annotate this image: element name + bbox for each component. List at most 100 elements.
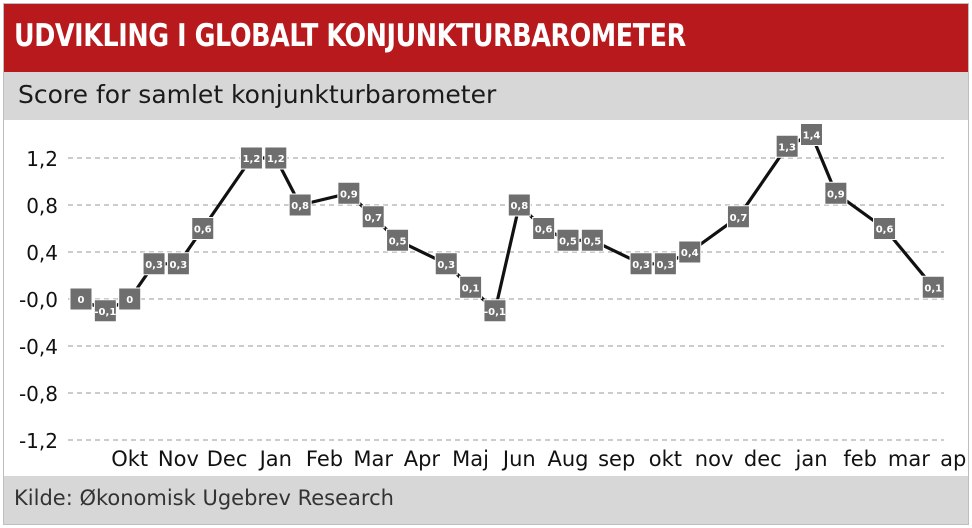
data-marker (264, 146, 288, 170)
data-label: 0,7 (730, 213, 748, 224)
data-point: 1,2 (239, 146, 263, 170)
data-marker (653, 252, 677, 276)
data-label: 0,9 (340, 189, 358, 200)
subtitle-band: Score for samlet konjunkturbarometer (4, 72, 968, 120)
series-line (80, 132, 935, 313)
x-tick-label: Jun (501, 447, 536, 471)
line-chart: 1,2 0,8 0,4 -0,0 -0,4 -0,8 -1,2 Okt Nov Dec Jan Feb… (19, 123, 968, 471)
x-axis: Okt Nov Dec Jan Feb Mar Apr Maj Jun Aug sep okt nov d… (111, 447, 968, 471)
x-tick-label: dec (744, 447, 782, 471)
data-point: 0 (118, 287, 142, 311)
data-label: 0,3 (145, 260, 163, 271)
data-marker (556, 228, 580, 252)
chart-title: UDVIKLING I GLOBALT KONJUNKTURBAROMETER (14, 18, 686, 54)
data-marker (726, 205, 750, 229)
data-label: 0,3 (632, 260, 650, 271)
data-marker (239, 146, 263, 170)
source-note: Kilde: Økonomisk Ugebrev Research (14, 486, 394, 510)
data-label: 0,3 (657, 260, 675, 271)
data-markers: 0 -0,1 0 0,3 0,3 0,6 1,2 1,2 0,8 0,9 0,7 0,5 0,3 0,1 -… (69, 123, 945, 323)
x-tick-label: Okt (111, 447, 148, 471)
data-point: 0,1 (459, 275, 483, 299)
data-label: 0,8 (510, 201, 528, 212)
data-marker (288, 193, 312, 217)
data-point: 0,7 (726, 205, 750, 229)
x-tick-label: jan (794, 447, 827, 471)
title-banner: UDVIKLING I GLOBALT KONJUNKTURBAROMETER (4, 4, 968, 72)
data-point: 0,6 (532, 217, 556, 240)
data-marker (69, 287, 93, 311)
data-label: 0 (126, 295, 133, 306)
data-marker (166, 252, 190, 276)
data-point: 0,3 (629, 252, 653, 276)
data-point: 0,5 (580, 228, 604, 252)
data-marker (361, 205, 385, 229)
data-label: 0,1 (462, 283, 480, 294)
y-axis: 1,2 0,8 0,4 -0,0 -0,4 -0,8 -1,2 (19, 147, 58, 453)
data-marker (824, 181, 848, 205)
x-tick-label: Apr (404, 447, 441, 471)
data-point: 0,6 (191, 217, 215, 240)
data-label: 0,3 (170, 260, 188, 271)
x-tick-label: Feb (306, 447, 343, 471)
x-tick-label: nov (695, 447, 734, 471)
data-point: 0,6 (873, 217, 897, 240)
data-label: 1,4 (803, 131, 821, 142)
data-label: 0,3 (437, 260, 455, 271)
data-point: 0,4 (678, 240, 702, 264)
data-marker (93, 299, 117, 323)
data-point: 0,5 (386, 228, 410, 252)
data-point: 0,3 (653, 252, 677, 276)
data-point: 0,8 (288, 193, 312, 217)
data-label: 0,5 (583, 236, 601, 247)
chart-frame: UDVIKLING I GLOBALT KONJUNKTURBAROMETER … (3, 3, 969, 525)
data-point: -0,1 (483, 299, 507, 323)
data-label: 0,5 (389, 236, 407, 247)
data-point: 0,9 (337, 181, 361, 205)
data-label: 0 (78, 295, 85, 306)
x-tick-label: Aug (547, 447, 588, 471)
data-point: 1,3 (775, 134, 799, 158)
data-point: 0,3 (434, 252, 458, 276)
y-tick-label: 0,8 (26, 194, 58, 218)
x-tick-label: mar (888, 447, 930, 471)
data-point: 0,5 (556, 228, 580, 252)
data-marker (532, 217, 556, 240)
y-tick-label: -0,8 (19, 382, 58, 406)
data-marker (191, 217, 215, 240)
data-point: 0,3 (142, 252, 166, 276)
y-tick-label: -1,2 (19, 429, 58, 453)
data-marker (118, 287, 142, 311)
data-marker (434, 252, 458, 276)
data-marker (800, 123, 823, 146)
data-label: -0,1 (94, 307, 116, 318)
data-point: -0,1 (93, 299, 117, 323)
x-tick-label: Nov (158, 447, 199, 471)
data-point: 0,1 (921, 275, 945, 299)
data-point: 0 (69, 287, 93, 311)
y-tick-label: -0,4 (19, 335, 58, 359)
data-label: 0,1 (924, 283, 942, 294)
data-label: 1,2 (267, 154, 285, 165)
y-tick-label: -0,0 (19, 288, 58, 312)
x-tick-label: Maj (452, 447, 489, 471)
data-label: -0,1 (484, 307, 506, 318)
data-marker (507, 193, 531, 217)
data-label: 0,7 (364, 213, 382, 224)
x-tick-label: sep (598, 447, 635, 471)
data-point: 0,7 (361, 205, 385, 229)
chart-subtitle: Score for samlet konjunkturbarometer (18, 80, 497, 109)
x-tick-label: okt (649, 447, 682, 471)
data-label: 0,5 (559, 236, 577, 247)
x-tick-label: Dec (207, 447, 248, 471)
data-label: 1,3 (778, 142, 796, 153)
data-label: 0,6 (535, 225, 553, 236)
source-band: Kilde: Økonomisk Ugebrev Research (4, 476, 968, 524)
data-marker (873, 217, 897, 240)
data-marker (459, 275, 483, 299)
data-label: 0,8 (291, 201, 309, 212)
gridlines (68, 157, 944, 441)
data-marker (142, 252, 166, 276)
y-tick-label: 1,2 (26, 147, 58, 171)
x-tick-label: apr (940, 447, 968, 471)
